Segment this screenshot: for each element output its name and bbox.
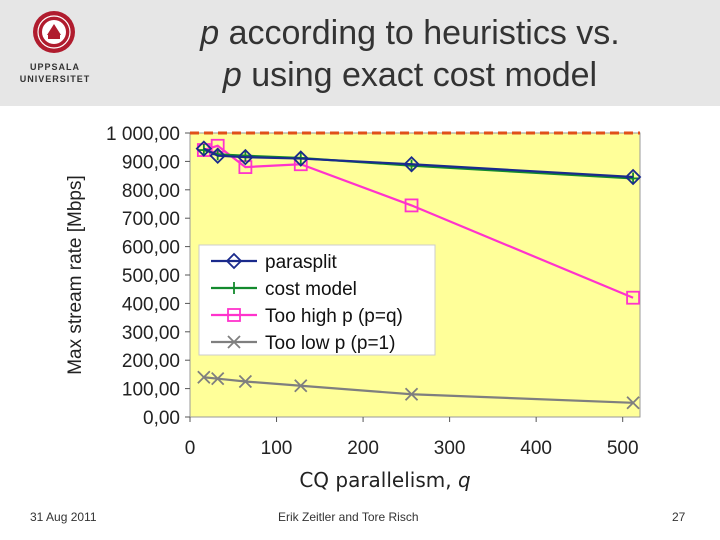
data-point-0 xyxy=(292,150,310,167)
footer-page-number: 27 xyxy=(672,510,686,524)
stream-rate-chart: 0,00 100,00 200,00 300,00 400,00 500,00 600,00… xyxy=(55,115,667,493)
x-axis-label: CQ parallelism, q xyxy=(299,468,470,492)
seal-icon xyxy=(33,11,75,53)
legend-label: Too high p (p=q) xyxy=(265,306,403,327)
y-tick-label: 0,00 xyxy=(143,408,180,429)
legend-marker xyxy=(225,252,243,270)
title-line-2: p using exact cost model xyxy=(130,54,690,96)
y-tick-label: 100,00 xyxy=(122,380,180,401)
x-tick-label: 300 xyxy=(434,438,466,459)
series-line-0 xyxy=(203,147,634,179)
x-tick-label: 400 xyxy=(520,438,552,459)
logo-text-line1: UPPSALA xyxy=(29,62,80,72)
legend-label: Too low p (p=1) xyxy=(265,333,395,354)
x-axis-label-text: CQ parallelism, xyxy=(299,468,458,492)
title-line-1: p according to heuristics vs. xyxy=(130,12,690,54)
data-point-0 xyxy=(624,168,642,186)
x-axis-label-variable: q xyxy=(458,468,471,492)
university-logo: UPPSALA UNIVERSITET xyxy=(10,10,100,98)
data-point-0 xyxy=(195,140,213,157)
footer-date: 31 Aug 2011 xyxy=(30,510,97,524)
series-line-2 xyxy=(203,144,634,299)
x-tick-label: 100 xyxy=(261,438,293,459)
data-point-0 xyxy=(403,155,420,173)
y-tick-label: 900,00 xyxy=(122,152,180,173)
data-point-3 xyxy=(238,374,253,389)
legend-marker xyxy=(228,282,240,294)
x-tick-label: 0 xyxy=(185,438,196,459)
x-tick-label: 200 xyxy=(347,438,379,459)
title-line-1-text: according to heuristics vs. xyxy=(219,14,620,52)
y-tick-label: 800,00 xyxy=(122,181,180,202)
data-point-1 xyxy=(627,172,640,185)
data-point-2 xyxy=(626,290,640,305)
logo-text-line2: UNIVERSITET xyxy=(19,74,91,84)
data-point-3 xyxy=(626,396,640,410)
x-tick-label: 500 xyxy=(607,438,639,459)
legend-marker xyxy=(227,335,241,349)
y-tick-label: 500,00 xyxy=(122,266,180,287)
y-tick-label: 200,00 xyxy=(122,351,180,372)
slide-header: UPPSALA UNIVERSITET p according to heuri… xyxy=(0,0,720,106)
data-point-0 xyxy=(237,148,254,166)
y-tick-label: 600,00 xyxy=(122,238,180,259)
legend-label: parasplit xyxy=(265,252,338,273)
series-line-3 xyxy=(203,376,634,404)
footer-authors: Erik Zeitler and Tore Risch xyxy=(278,510,419,524)
y-axis-label: Max stream rate [Mbps] xyxy=(65,175,86,375)
data-point-3 xyxy=(294,379,308,393)
page-title: p according to heuristics vs. p using ex… xyxy=(130,12,690,96)
y-tick-label: 300,00 xyxy=(122,323,180,344)
data-point-1 xyxy=(239,149,252,162)
title-line-2-text: using exact cost model xyxy=(241,56,598,94)
y-tick-label: 700,00 xyxy=(122,209,180,230)
data-point-3 xyxy=(197,370,211,384)
y-tick-label: 400,00 xyxy=(122,294,180,315)
data-point-3 xyxy=(211,372,225,386)
legend-label: cost model xyxy=(265,279,357,300)
y-tick-label: 1 000,00 xyxy=(106,124,180,145)
data-point-2 xyxy=(404,198,419,213)
data-point-1 xyxy=(405,159,418,172)
legend-marker xyxy=(227,308,241,322)
data-point-0 xyxy=(209,147,226,164)
title-variable-p: p xyxy=(200,14,220,52)
title-variable-p-2: p xyxy=(222,56,242,94)
data-point-3 xyxy=(404,387,419,401)
